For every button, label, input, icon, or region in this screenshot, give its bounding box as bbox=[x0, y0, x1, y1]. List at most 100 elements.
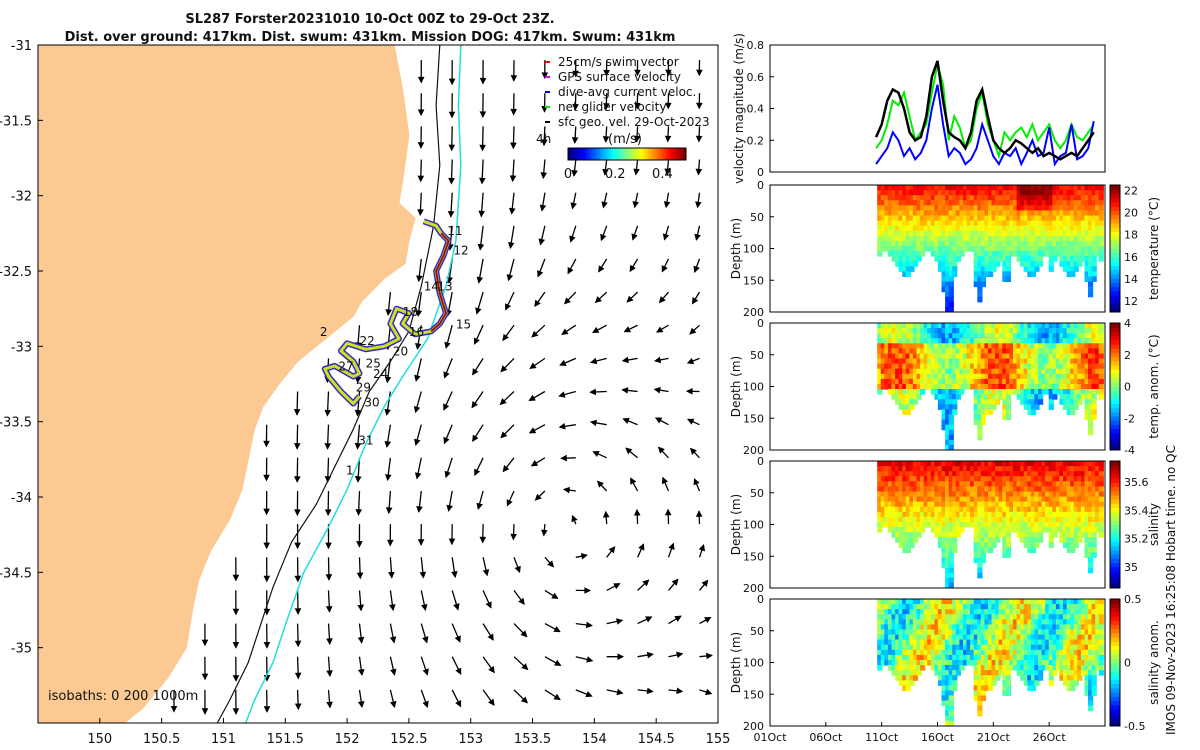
temp_anom-cell bbox=[970, 358, 976, 365]
temp_anom-cell bbox=[984, 343, 990, 349]
temperature-cell bbox=[1055, 230, 1062, 237]
temp_anom-cell bbox=[1013, 373, 1019, 380]
temp_anom-cell bbox=[887, 348, 894, 354]
sal_anom-cell bbox=[1066, 619, 1072, 625]
temp_anom-cell bbox=[984, 348, 990, 354]
salinity-cell bbox=[909, 501, 915, 508]
temperature-cell bbox=[980, 276, 986, 282]
salinity-cell bbox=[1002, 501, 1008, 508]
temperature-cell bbox=[916, 246, 922, 252]
colorbar-cell bbox=[674, 148, 678, 160]
temperature-cell bbox=[920, 246, 926, 252]
temp_anom-cell bbox=[1020, 333, 1026, 339]
temperature-cell bbox=[895, 225, 901, 232]
salinity-cell bbox=[1095, 481, 1101, 487]
temperature-cell bbox=[909, 210, 915, 216]
temp_anom-cell bbox=[1002, 394, 1008, 400]
sal_anom-cell bbox=[973, 599, 979, 605]
sal_anom-cell bbox=[1073, 680, 1079, 686]
temp_anom-cell bbox=[959, 358, 965, 365]
sal_anom-cell bbox=[1059, 604, 1065, 610]
temperature-cell bbox=[955, 205, 961, 211]
sal_anom-cell bbox=[1045, 609, 1051, 615]
temp_anom-cell bbox=[1027, 373, 1033, 380]
salinity-cell bbox=[1041, 527, 1047, 533]
salinity-cell bbox=[912, 506, 919, 513]
temperature-cell bbox=[984, 195, 990, 201]
temperature-cell bbox=[920, 240, 926, 247]
sal_anom-cell bbox=[1066, 680, 1072, 686]
sal_anom-cell bbox=[898, 619, 904, 625]
temperature-cell bbox=[1023, 185, 1029, 191]
sal_anom-cell bbox=[941, 685, 947, 691]
temp_anom-cell bbox=[1098, 353, 1104, 360]
sal_anom-cell bbox=[1095, 639, 1101, 646]
salinity-cell bbox=[920, 461, 926, 467]
temp_anom-cell bbox=[920, 384, 926, 390]
sal_anom-cell bbox=[916, 624, 922, 630]
temperature-cell bbox=[1034, 225, 1040, 232]
sal_anom-cell bbox=[1002, 624, 1008, 630]
temperature-cell bbox=[1077, 240, 1083, 247]
sal_anom-cell bbox=[934, 644, 940, 651]
temp_anom-cell bbox=[955, 328, 961, 334]
sal_anom-cell bbox=[891, 634, 897, 641]
temp_anom-cell bbox=[1045, 338, 1051, 344]
temp_anom-cell bbox=[941, 373, 947, 380]
salinity-cell bbox=[1038, 501, 1044, 508]
temp_anom-cell bbox=[927, 384, 933, 390]
sal_anom-cell bbox=[1063, 644, 1069, 651]
salinity-cell bbox=[980, 532, 986, 538]
salinity-cell bbox=[1055, 491, 1062, 498]
temp_anom-cell bbox=[898, 373, 904, 380]
temperature-cell bbox=[941, 200, 947, 206]
geo-arrow-head bbox=[448, 111, 456, 119]
sal_anom-cell bbox=[998, 624, 1004, 630]
colorbar-cell bbox=[600, 148, 604, 160]
sal_anom-cell bbox=[966, 654, 972, 661]
temperature-cell bbox=[988, 195, 994, 201]
temperature-cell bbox=[1070, 195, 1076, 201]
temperature-cell bbox=[1027, 271, 1033, 277]
temperature-cell bbox=[898, 195, 904, 201]
geo-arrow-head bbox=[446, 504, 453, 512]
salinity-cell bbox=[1009, 527, 1015, 533]
sal_anom-cell bbox=[941, 624, 947, 630]
temperature-cell bbox=[970, 240, 976, 247]
temp_anom-cell bbox=[1034, 368, 1040, 375]
sal_anom-cell bbox=[1095, 649, 1101, 656]
salinity-cell bbox=[1080, 461, 1087, 467]
temp_anom-cell bbox=[948, 384, 954, 390]
temp_anom-cell bbox=[1048, 323, 1054, 329]
temperature-cell bbox=[891, 240, 897, 247]
salinity-cell bbox=[1098, 486, 1104, 492]
salinity-cell bbox=[984, 496, 990, 503]
salinity-cell bbox=[1002, 527, 1008, 533]
temperature-cell bbox=[966, 246, 972, 252]
sal_anom-cell bbox=[995, 609, 1001, 615]
salinity-cell bbox=[1066, 496, 1072, 503]
temp_anom-cell bbox=[1055, 353, 1062, 360]
temp_anom-cell bbox=[1080, 368, 1087, 375]
sal_anom-cell bbox=[1005, 690, 1011, 696]
temperature-colorbar-cell bbox=[1110, 303, 1120, 309]
salinity-cell bbox=[945, 461, 951, 467]
temperature-cell bbox=[1013, 215, 1019, 222]
salinity-cell bbox=[880, 461, 886, 467]
salinity-cell bbox=[1098, 461, 1104, 467]
temperature-cell bbox=[1048, 185, 1054, 191]
sal_anom-cell bbox=[1013, 619, 1019, 625]
temperature-cell bbox=[1070, 261, 1076, 267]
salinity-cell bbox=[1055, 511, 1062, 518]
temp_anom-cell bbox=[930, 378, 936, 385]
sal_anom-cell bbox=[1077, 624, 1083, 630]
sal_anom-cell bbox=[1034, 660, 1040, 666]
temp_anom-cell bbox=[1052, 368, 1058, 375]
geo-arrow-head bbox=[454, 635, 461, 643]
salinity-cell bbox=[1030, 486, 1037, 492]
temp_anom-cell bbox=[1084, 323, 1090, 329]
salinity-cell bbox=[1052, 516, 1058, 523]
temp_anom-cell bbox=[912, 358, 919, 365]
sal_anom-cell bbox=[977, 639, 983, 646]
temp_anom-cell bbox=[1070, 343, 1076, 349]
